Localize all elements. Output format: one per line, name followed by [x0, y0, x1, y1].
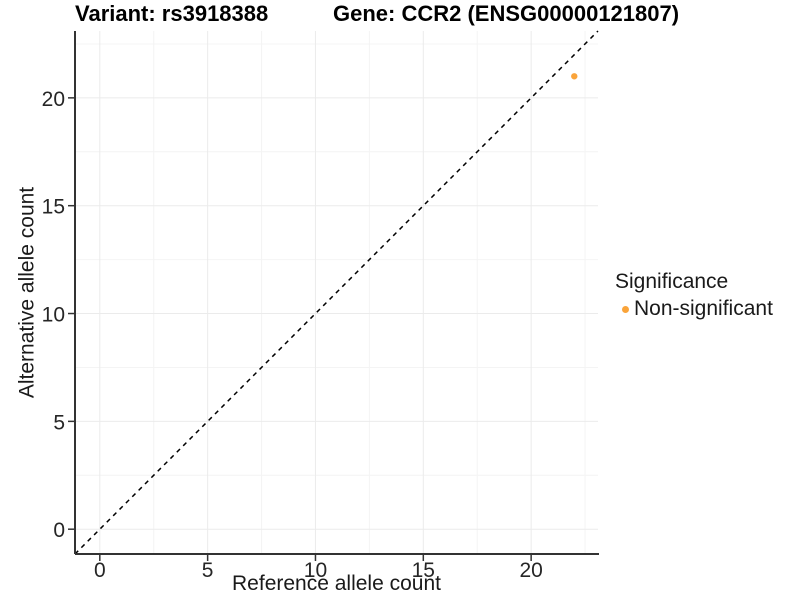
y-axis-title: Alternative allele count: [15, 186, 39, 399]
plot-title-gene: Gene: CCR2 (ENSG00000121807): [333, 1, 680, 26]
legend-entry-non-significant: Non-significant: [615, 297, 773, 321]
x-tick-label: 5: [202, 559, 214, 582]
data-point: [571, 73, 578, 80]
x-tick-label: 20: [519, 559, 542, 582]
plot-title-variant: Variant: rs3918388: [75, 1, 269, 26]
x-tick-label: 10: [304, 559, 327, 582]
y-tick-label: 10: [42, 304, 65, 327]
identity-dashed-line: [74, 30, 599, 555]
x-tick-label: 0: [94, 559, 106, 582]
x-tick-label: 15: [412, 559, 435, 582]
y-tick-label: 20: [42, 88, 65, 111]
y-tick-label: 0: [53, 519, 65, 542]
x-axis-title: Reference allele count: [232, 572, 441, 595]
y-tick-label: 5: [53, 411, 65, 434]
y-tick-label: 15: [42, 196, 65, 219]
legend-point-icon: [622, 305, 629, 313]
legend: Significance Non-significant: [615, 269, 773, 321]
legend-title: Significance: [615, 270, 729, 293]
legend-entry-label: Non-significant: [634, 297, 773, 320]
